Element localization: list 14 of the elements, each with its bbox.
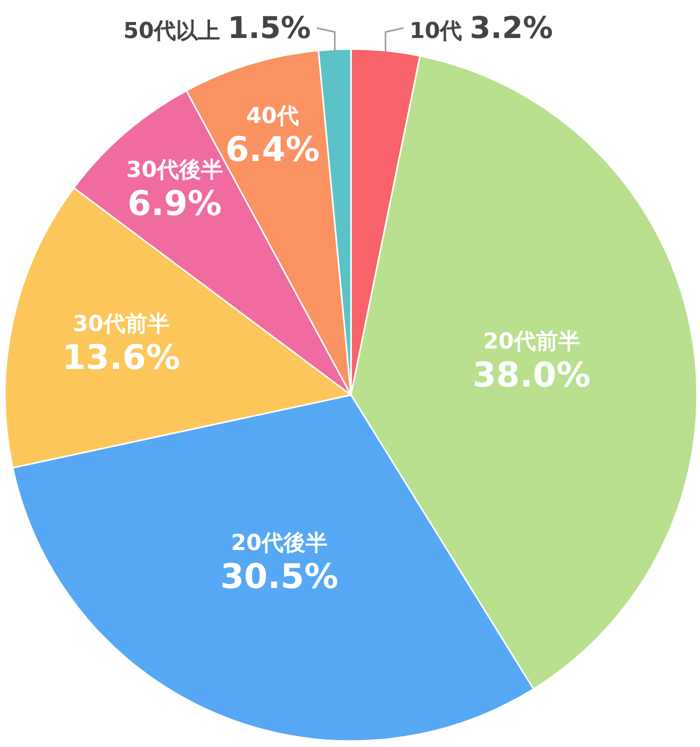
data-label: 1.5% — [228, 11, 311, 46]
slice-label: 10代 — [409, 19, 462, 44]
data-label: 30.5% — [220, 556, 338, 597]
data-label: 6.4% — [225, 130, 320, 170]
slice-label: 30代後半 — [126, 158, 223, 183]
slice-label: 20代前半 — [483, 330, 580, 355]
slice-label: 30代前半 — [72, 312, 170, 337]
data-label: 6.9% — [127, 184, 222, 224]
slice-label: 50代以上 — [123, 19, 220, 44]
data-label: 3.2% — [470, 11, 553, 46]
slice-label: 40代 — [246, 104, 299, 129]
data-label: 13.6% — [62, 338, 180, 378]
data-label: 38.0% — [472, 356, 590, 396]
slice-label: 20代後半 — [230, 530, 328, 556]
